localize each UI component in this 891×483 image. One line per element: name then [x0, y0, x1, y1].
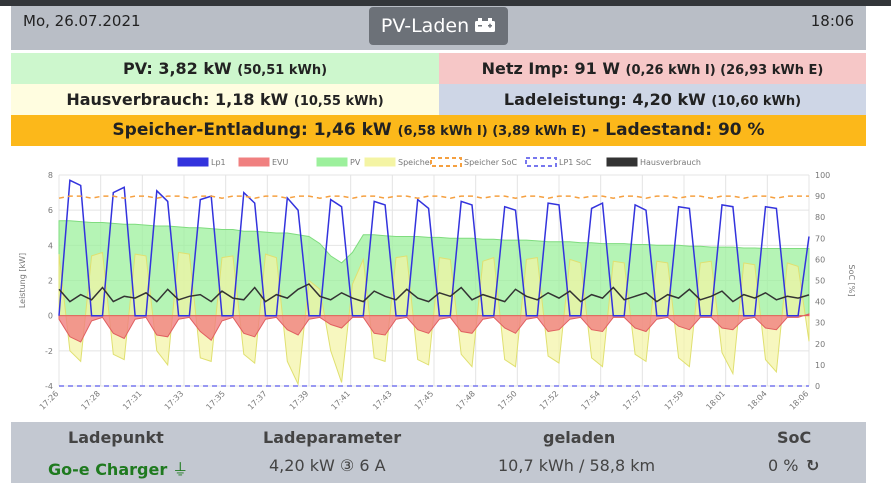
y2-tick-label: 100 — [815, 171, 830, 180]
storage-soc-value: - Ladestand: 90 % — [592, 120, 765, 140]
y2-tick-label: 90 — [815, 192, 825, 201]
plug-icon: ⏚ — [172, 460, 189, 479]
y2-tick-label: 50 — [815, 277, 825, 286]
y2-tick-label: 20 — [815, 340, 825, 349]
house-consumption-row: Hausverbrauch: 1,18 kW (10,55 kWh) — [11, 84, 439, 115]
chargepoint-link[interactable]: Go-e Charger ⏚ — [48, 456, 188, 480]
charging-power-row: Ladeleistung: 4,20 kW (10,60 kWh) — [439, 84, 866, 115]
x-tick-label: 17:28 — [79, 389, 102, 412]
charging-power-energy: (10,60 kWh) — [711, 94, 802, 109]
chargepoint-table: Ladepunkt Ladeparameter geladen SoC Go-e… — [11, 422, 866, 483]
legend-swatch — [177, 157, 209, 167]
legend-label: EVU — [272, 158, 289, 167]
x-tick-label: 17:35 — [204, 389, 227, 412]
x-tick-label: 18:04 — [746, 389, 769, 412]
x-tick-label: 18:06 — [788, 389, 811, 412]
x-tick-label: 17:50 — [496, 389, 519, 412]
legend-swatch — [430, 157, 462, 167]
legend-label: Speicher SoC — [464, 158, 517, 167]
series-lp1-line — [58, 179, 810, 317]
pv-value: PV: 3,82 kW — [122, 59, 232, 78]
x-tick-label: 17:43 — [371, 389, 394, 412]
y2-tick-label: 10 — [815, 361, 825, 370]
house-consumption-value: Hausverbrauch: 1,18 kW — [66, 90, 289, 109]
mode-button[interactable]: PV-Laden — [369, 7, 508, 45]
refresh-icon[interactable]: ↻ — [806, 456, 820, 475]
charge-parameters: 4,20 kW ③ 6 A — [269, 456, 386, 475]
header-ladeparameter: Ladeparameter — [263, 428, 402, 447]
header-ladepunkt: Ladepunkt — [68, 428, 164, 447]
y-tick-label: 0 — [48, 312, 53, 321]
y-axis-title: Leistung [kW] — [18, 253, 27, 308]
series-evu-area — [58, 313, 810, 343]
x-tick-label: 17:26 — [38, 389, 61, 412]
soc-value: 0 % — [768, 456, 799, 475]
legend-swatch — [606, 157, 638, 167]
y-tick-label: 4 — [48, 241, 53, 250]
legend-label: LP1 SoC — [559, 158, 592, 167]
y2-tick-label: 80 — [815, 213, 825, 222]
y-tick-label: 8 — [48, 171, 53, 180]
header-date: Mo, 26.07.2021 — [23, 12, 141, 30]
legend-swatch — [525, 157, 557, 167]
grid-energy: (0,26 kWh I) (26,93 kWh E) — [625, 63, 824, 78]
grid-import-value: Netz Imp: 91 W — [481, 59, 620, 78]
x-tick-label: 17:57 — [621, 389, 644, 412]
x-tick-label: 17:54 — [579, 389, 602, 412]
charging-power-value: Ladeleistung: 4,20 kW — [503, 90, 706, 109]
x-tick-label: 17:31 — [121, 389, 144, 412]
top-bar — [0, 0, 891, 6]
storage-row: Speicher-Entladung: 1,46 kW (6,58 kWh I)… — [11, 115, 866, 146]
legend-label: Hausverbrauch — [640, 158, 701, 167]
mode-button-label: PV-Laden — [380, 15, 470, 37]
x-tick-label: 17:59 — [663, 389, 686, 412]
y2-axis-title: SoC [%] — [847, 265, 856, 297]
y-tick-label: -2 — [45, 347, 53, 356]
car-battery-icon — [474, 8, 496, 46]
pv-row: PV: 3,82 kW (50,51 kWh) — [11, 53, 439, 84]
x-tick-label: 17:37 — [246, 389, 269, 412]
header-geladen: geladen — [543, 428, 616, 447]
storage-discharge-value: Speicher-Entladung: 1,46 kW — [112, 120, 392, 140]
y2-tick-label: 0 — [815, 382, 820, 391]
storage-energy: (6,58 kWh I) (3,89 kWh E) — [397, 124, 587, 139]
header-soc: SoC — [777, 428, 812, 447]
legend-label: Lp1 — [211, 158, 226, 167]
grid-row: Netz Imp: 91 W (0,26 kWh I) (26,93 kWh E… — [439, 53, 866, 84]
legend-swatch — [364, 157, 396, 167]
power-chart: -4 -2 0 2 4 6 8 0 10 20 30 40 50 60 70 80 90 100 17:26 17:2… — [11, 153, 866, 420]
y2-tick-label: 40 — [815, 298, 825, 307]
legend-swatch — [238, 157, 270, 167]
pv-energy: (50,51 kWh) — [237, 63, 328, 78]
x-tick-label: 17:39 — [288, 389, 311, 412]
y2-tick-label: 60 — [815, 255, 825, 264]
series-speicher-area — [58, 251, 810, 387]
x-tick-label: 17:33 — [163, 389, 186, 412]
charged-energy: 10,7 kWh / 58,8 km — [498, 456, 656, 475]
legend-label: PV — [350, 158, 361, 167]
chargepoint-name: Go-e Charger — [48, 460, 168, 479]
x-tick-label: 17:48 — [454, 389, 477, 412]
x-tick-label: 17:41 — [329, 389, 352, 412]
series-speicher-soc-line — [58, 195, 809, 199]
y-tick-label: -4 — [45, 382, 53, 391]
y2-tick-label: 70 — [815, 234, 825, 243]
x-tick-label: 17:52 — [538, 389, 561, 412]
y-tick-label: 2 — [48, 277, 53, 286]
x-tick-label: 18:01 — [704, 389, 727, 412]
header-bar: Mo, 26.07.2021 PV-Laden 18:06 — [11, 6, 866, 50]
series-hausverbrauch-line — [58, 283, 810, 303]
legend-swatch — [316, 157, 348, 167]
header-time: 18:06 — [810, 12, 854, 30]
y-tick-label: 6 — [48, 206, 53, 215]
x-tick-label: 17:45 — [413, 389, 436, 412]
house-consumption-energy: (10,55 kWh) — [293, 94, 384, 109]
legend-label: Speicher — [398, 158, 434, 167]
y2-tick-label: 30 — [815, 319, 825, 328]
